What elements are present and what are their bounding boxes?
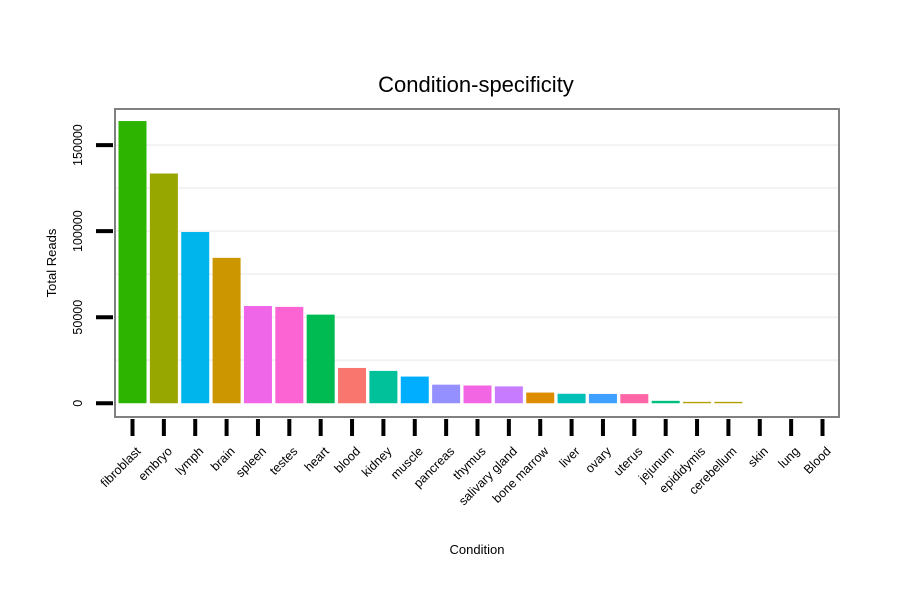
x-tick-label: heart (302, 444, 332, 474)
bar-embryo (149, 173, 178, 404)
x-tick-label: spleen (233, 444, 269, 480)
bar-brain (212, 257, 241, 404)
x-tick-label: liver (557, 444, 583, 470)
x-tick-label: Blood (801, 444, 834, 477)
x-tick-label: testes (267, 444, 300, 477)
x-tick-label: fibroblast (98, 444, 144, 490)
bars (118, 121, 743, 404)
bar-kidney (369, 370, 398, 404)
x-tick-label: skin (745, 444, 771, 470)
bar-liver (557, 393, 586, 404)
x-axis-title: Condition (450, 542, 505, 557)
x-tick-label: ovary (583, 444, 615, 476)
chart-title: Condition-specificity (378, 72, 574, 97)
bar-salivary-gland (494, 386, 523, 404)
y-tick-label: 150000 (71, 124, 85, 166)
bar-testes (275, 306, 304, 404)
bar-spleen (243, 306, 272, 404)
y-tick-label: 0 (71, 400, 85, 407)
y-axis: 0 50000 100000 150000 (71, 124, 113, 407)
bar-lymph (181, 232, 210, 404)
x-tick-label: lung (776, 444, 803, 471)
bar-uterus (620, 394, 649, 404)
x-tick-label: blood (332, 444, 364, 476)
bar-bone-marrow (526, 392, 555, 404)
x-tick-label: lymph (173, 444, 207, 478)
bar-thymus (463, 385, 492, 404)
bar-blood (338, 367, 367, 404)
bar-ovary (588, 393, 617, 404)
bar-fibroblast (118, 121, 147, 404)
y-axis-title: Total Reads (44, 228, 59, 297)
bar-pancreas (432, 384, 461, 404)
y-tick-label: 100000 (71, 210, 85, 252)
bar-jejunum (651, 400, 680, 404)
bar-muscle (400, 376, 429, 404)
bar-heart (306, 314, 335, 404)
bar-cerebellum (714, 401, 743, 404)
x-tick-label: embryo (136, 444, 175, 483)
bar-epididymis (683, 401, 712, 404)
plot-panel-border (114, 108, 840, 418)
y-tick-label: 50000 (71, 300, 85, 335)
